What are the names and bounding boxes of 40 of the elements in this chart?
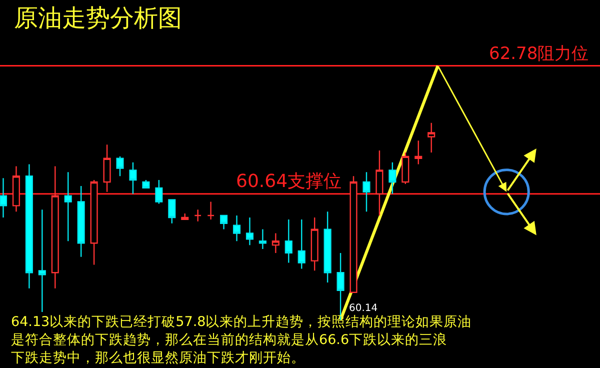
- candlestick: [77, 185, 85, 258]
- candlestick: [272, 232, 280, 254]
- candlestick: [402, 152, 410, 185]
- candlestick: [25, 164, 33, 290]
- candlestick: [129, 162, 137, 194]
- candlestick: [428, 122, 436, 154]
- candlestick: [181, 212, 189, 220]
- candlestick: [51, 166, 59, 290]
- candlestick: [194, 209, 202, 222]
- text: 下跌走势中，那么也很显然原油下跌才刚开始。: [11, 350, 305, 366]
- candlestick: [232, 214, 241, 242]
- candlestick: [350, 176, 358, 293]
- candlestick: [207, 201, 215, 220]
- candlestick: [64, 172, 72, 242]
- candlestick: [103, 144, 111, 192]
- candlestick: [258, 228, 266, 250]
- candlestick: [324, 210, 332, 284]
- candlestick: [38, 209, 46, 313]
- annotation: 60.14: [349, 303, 378, 314]
- candlestick: [246, 216, 254, 246]
- candlestick: [284, 218, 292, 264]
- candlestick: [168, 199, 176, 224]
- chart-title: 原油走势分析图: [14, 4, 182, 32]
- candlestick: [388, 162, 396, 194]
- candlestick: [12, 166, 20, 212]
- candlestick: [298, 218, 306, 270]
- ref-line-label: 62.78阻力位: [489, 44, 589, 64]
- candlestick: [116, 156, 124, 177]
- candlestick: [376, 150, 384, 216]
- candlestick: [414, 140, 422, 165]
- candlestick: [220, 214, 228, 230]
- candlestick: [310, 216, 318, 272]
- ref-line-label: 60.64支撑位: [236, 171, 342, 192]
- annotation: 64.13以来的下跌已经打破57.8以来的上升趋势，按照结构的理论如果原油: [11, 314, 472, 330]
- candlestick: [142, 179, 150, 189]
- candlestick: [155, 179, 163, 204]
- candlestick: [0, 177, 8, 218]
- candlestick: [90, 179, 98, 266]
- candlestick: [362, 172, 370, 212]
- text: 是符合整体的下跌趋势，那么在当前的结构就是从66.6下跌以来的三浪: [11, 332, 448, 348]
